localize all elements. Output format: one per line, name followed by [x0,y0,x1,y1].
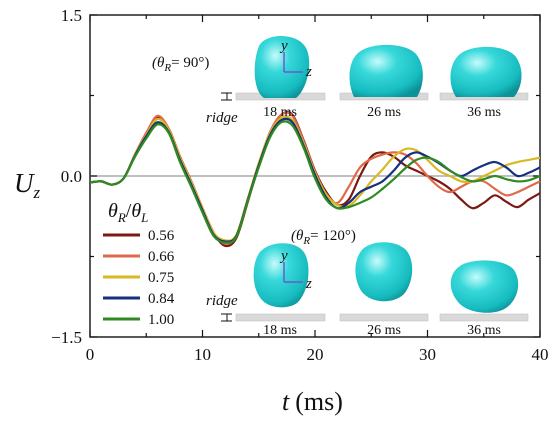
substrate-bottom-36ms [439,313,529,322]
substrate-bottom-26ms [339,313,429,322]
axis-ticks [89,14,541,338]
series-line-1-00 [89,120,541,244]
legend-title-sep: / [126,200,132,222]
top-angle-rest: = 90°) [171,55,209,71]
inset-top: (θR= 90°) y z ridge 18 ms 26 ms 36 ms [152,35,529,126]
droplet-top-26ms [349,44,423,97]
x-tick-label-30: 30 [419,345,436,364]
time-label-top-18ms: 18 ms [263,105,297,120]
droplet-top-36ms [450,46,522,97]
legend-title-theta2: θ [131,200,141,222]
legend: θR/θL 0.560.660.750.841.00 [103,200,175,328]
y-axis-title: Uz [14,168,41,202]
time-label-top-26ms: 26 ms [367,105,401,120]
time-label-bottom-18ms: 18 ms [263,323,297,338]
legend-title-theta1: θ [108,200,118,222]
x-axis-title-unit: (ms) [295,387,343,416]
y-tick-label-top: 1.5 [61,6,82,25]
droplet-bottom-36ms [450,260,519,313]
y-axis-title-main: U [14,168,35,198]
legend-title: θR/θL [108,200,148,225]
time-label-bottom-26ms: 26 ms [367,323,401,338]
x-tick-label-40: 40 [532,345,549,364]
inset-bottom: (θR= 120°) y z ridge 18 ms 26 ms 36 ms [206,228,529,338]
time-label-top-36ms: 36 ms [467,105,501,120]
time-label-bottom-36ms: 36 ms [467,323,501,338]
y-tick-label-mid: 0.0 [61,167,82,186]
bottom-angle-rest: = 120°) [310,228,356,244]
droplet-bottom-18ms [253,243,309,308]
legend-label-0-84: 0.84 [148,291,175,307]
legend-title-sub1: R [117,210,126,225]
bottom-angle-label: (θR= 120°) [291,228,356,247]
series-layer [89,110,541,248]
legend-entries: 0.56 0.66 0.75 0.84 1.00 [103,228,175,328]
bottom-angle-sub: R [302,235,310,247]
x-tick-label-0: 0 [86,345,95,364]
legend-title-sub2: L [140,210,148,225]
x-tick-label-20: 20 [307,345,324,364]
legend-label-1-00: 1.00 [148,312,174,328]
y-axis-title-sub: z [33,183,41,202]
coord-label-y-top: y [279,38,288,54]
ridge-label-top: ridge [206,110,238,126]
legend-label-0-75: 0.75 [148,270,174,286]
x-axis-title-main: t [282,387,290,416]
x-axis-title: t (ms) [282,387,343,416]
coord-label-z-bottom: z [305,276,312,292]
substrate-bottom-18ms [235,313,326,322]
legend-label-0-56: 0.56 [148,228,175,244]
top-angle-label: (θR= 90°) [152,55,209,74]
coord-label-y-bottom: y [279,248,288,264]
droplet-bottom-26ms [355,242,413,302]
coord-label-z-top: z [305,64,312,80]
ridge-label-bottom: ridge [206,293,238,309]
bottom-angle-theta: (θ [291,228,304,244]
x-tick-label-10: 10 [194,345,211,364]
legend-label-0-66: 0.66 [148,249,175,265]
top-angle-theta: (θ [152,55,165,71]
top-angle-sub: R [163,62,171,74]
y-tick-label-bottom: −1.5 [51,328,82,347]
droplet-top-18ms [254,35,310,98]
